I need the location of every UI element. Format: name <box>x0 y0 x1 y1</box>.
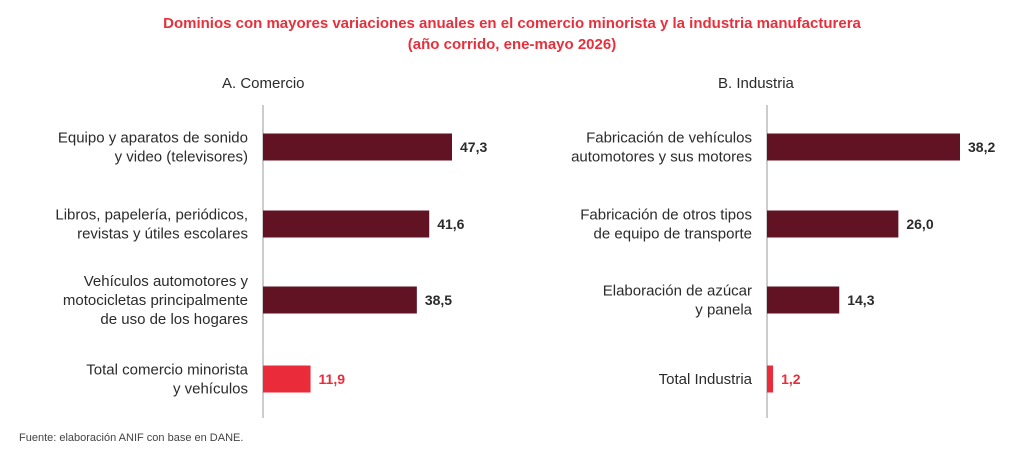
panel-a-title: A. Comercio <box>222 75 305 92</box>
value-label-a-3: 11,9 <box>319 371 346 387</box>
category-label-a-2-0: Vehículos automotores y <box>84 273 249 290</box>
panel-b-title: B. Industria <box>718 75 794 92</box>
chart-title-line-1: Dominios con mayores variaciones anuales… <box>163 15 861 32</box>
value-label-b-1: 26,0 <box>906 216 933 232</box>
category-label-b-0-0: Fabricación de vehículos <box>586 130 752 147</box>
category-label-a-0-0: Equipo y aparatos de sonido <box>58 130 248 147</box>
category-label-b-1-1: de equipo de transporte <box>594 226 752 243</box>
category-label-a-2-1: motocicletas principalmente <box>63 292 248 309</box>
category-label-b-2-1: y panela <box>695 302 752 319</box>
bar-b-0 <box>767 133 960 161</box>
value-label-b-3: 1,2 <box>781 371 801 387</box>
value-label-a-1: 41,6 <box>437 216 464 232</box>
source-note: Fuente: elaboración ANIF con base en DAN… <box>19 432 244 444</box>
bar-a-0 <box>263 133 452 161</box>
value-label-a-0: 47,3 <box>460 139 487 155</box>
category-label-a-1-0: Libros, papelería, periódicos, <box>55 207 248 224</box>
category-label-a-3-1: y vehículos <box>173 381 248 398</box>
bar-a-2 <box>263 286 417 314</box>
category-label-b-2-0: Elaboración de azúcar <box>603 283 752 300</box>
category-label-b-1-0: Fabricación de otros tipos <box>580 207 752 224</box>
bar-b-1 <box>767 210 899 238</box>
category-label-a-1-1: revistas y útiles escolares <box>77 226 248 243</box>
category-label-b-3-0: Total Industria <box>659 371 753 388</box>
bar-a-1 <box>263 210 430 238</box>
category-label-a-0-1: y video (televisores) <box>115 149 248 166</box>
category-label-b-0-1: automotores y sus motores <box>571 149 752 166</box>
bar-b-3 <box>767 365 774 393</box>
value-label-b-2: 14,3 <box>847 292 874 308</box>
bar-b-2 <box>767 286 840 314</box>
category-label-a-2-2: de uso de los hogares <box>100 311 248 328</box>
bar-a-3 <box>263 365 311 393</box>
category-label-a-3-0: Total comercio minorista <box>86 362 248 379</box>
chart-title-line-2: (año corrido, ene-mayo 2026) <box>407 36 617 53</box>
value-label-b-0: 38,2 <box>968 139 995 155</box>
value-label-a-2: 38,5 <box>425 292 452 308</box>
